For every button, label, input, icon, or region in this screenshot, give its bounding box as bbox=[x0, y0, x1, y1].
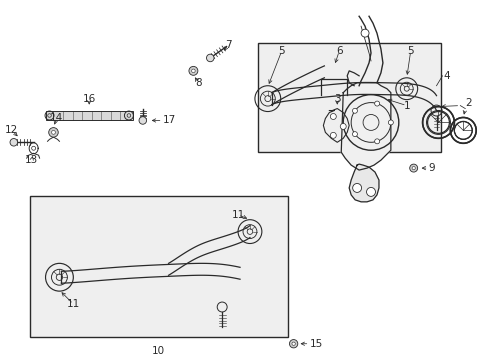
Text: 11: 11 bbox=[66, 299, 80, 309]
Circle shape bbox=[139, 117, 146, 124]
Text: 10: 10 bbox=[152, 346, 165, 356]
Text: 4: 4 bbox=[443, 71, 449, 81]
Bar bbox=[257, 43, 441, 152]
Text: 12: 12 bbox=[5, 125, 19, 135]
Circle shape bbox=[409, 164, 417, 172]
Polygon shape bbox=[348, 164, 378, 202]
Circle shape bbox=[352, 184, 361, 192]
Circle shape bbox=[360, 29, 368, 37]
Text: 13: 13 bbox=[25, 155, 38, 165]
Circle shape bbox=[352, 132, 357, 136]
Text: 2: 2 bbox=[464, 98, 470, 108]
Text: 3: 3 bbox=[333, 94, 340, 104]
Circle shape bbox=[10, 139, 18, 146]
Text: 16: 16 bbox=[82, 94, 96, 104]
Text: 17: 17 bbox=[163, 116, 176, 126]
Circle shape bbox=[191, 69, 195, 73]
Circle shape bbox=[206, 54, 214, 62]
Circle shape bbox=[289, 339, 297, 348]
Text: 1: 1 bbox=[403, 100, 409, 111]
Bar bbox=[45, 111, 133, 120]
Circle shape bbox=[387, 120, 392, 125]
Circle shape bbox=[51, 130, 55, 134]
Circle shape bbox=[352, 108, 357, 113]
Circle shape bbox=[188, 66, 198, 75]
Bar bbox=[30, 196, 287, 337]
Polygon shape bbox=[341, 83, 390, 170]
Text: 5: 5 bbox=[407, 46, 413, 56]
Circle shape bbox=[291, 342, 295, 345]
Circle shape bbox=[374, 101, 379, 106]
Circle shape bbox=[340, 123, 346, 129]
Circle shape bbox=[330, 113, 336, 120]
Text: 15: 15 bbox=[309, 339, 322, 349]
Text: 14: 14 bbox=[50, 113, 63, 123]
Text: 8: 8 bbox=[195, 78, 201, 88]
Circle shape bbox=[330, 132, 336, 138]
Circle shape bbox=[366, 188, 375, 196]
Text: 11: 11 bbox=[231, 210, 244, 220]
Circle shape bbox=[374, 139, 379, 144]
Text: 7: 7 bbox=[224, 40, 231, 50]
Text: 6: 6 bbox=[335, 46, 342, 56]
Circle shape bbox=[411, 167, 414, 170]
Circle shape bbox=[49, 127, 58, 137]
Text: 5: 5 bbox=[278, 46, 285, 56]
Text: 9: 9 bbox=[427, 163, 434, 173]
